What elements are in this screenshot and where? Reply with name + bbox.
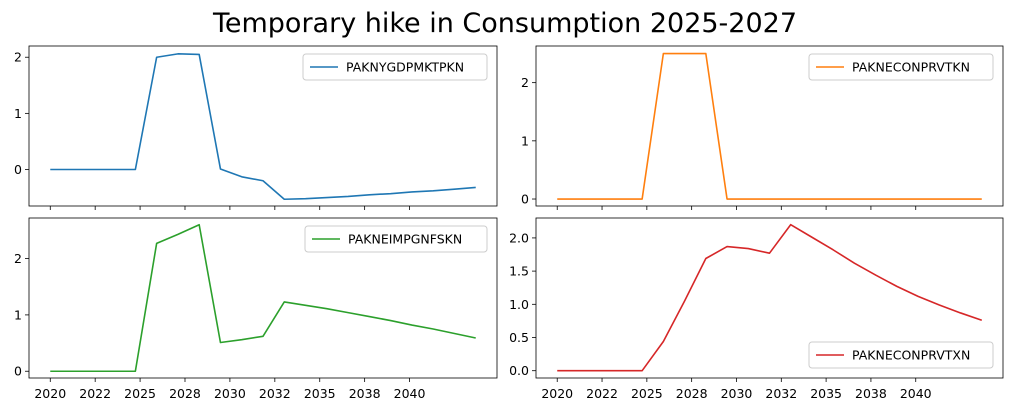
series-line — [557, 223, 983, 372]
legend: PAKNYGDPMKTPKN — [302, 53, 488, 81]
series-line — [50, 223, 476, 373]
y-tick-label: 2 — [14, 50, 22, 65]
x-tick-label: 2028 — [676, 386, 708, 401]
legend-label: PAKNEIMPGNFSKN — [348, 232, 462, 247]
y-tick-label: 0 — [521, 192, 529, 207]
x-tick-label: 2030 — [214, 386, 246, 401]
legend-box — [808, 341, 994, 369]
x-tick-label: 2032 — [765, 386, 797, 401]
axes-frame — [28, 217, 498, 379]
x-tick-label: 2020 — [34, 386, 66, 401]
x-tick-label: 2035 — [304, 386, 336, 401]
legend-box — [808, 53, 994, 81]
panel-consumption-xn: 2020 2022 2025 2028 2030 2032 2035 2038 2040 0.0 0… — [509, 217, 1004, 401]
legend-box — [304, 225, 488, 253]
x-tick-label: 2032 — [259, 386, 291, 401]
x-tick-label: 2025 — [631, 386, 663, 401]
y-tick-label: 0 — [14, 364, 22, 379]
panel-consumption: 0 1 2 PAKNECONPRVTKN — [521, 45, 1004, 210]
x-tick-label: 2025 — [124, 386, 156, 401]
y-tick-label: 0.5 — [509, 330, 529, 345]
y-tick-label: 1 — [521, 133, 529, 148]
y-tick-label: 0.0 — [509, 363, 529, 378]
y-tick-label: 1.5 — [509, 264, 529, 279]
x-tick-label: 2040 — [900, 386, 932, 401]
y-tick-label: 1.0 — [509, 297, 529, 312]
figure-title: Temporary hike in Consumption 2025-2027 — [212, 8, 797, 39]
x-tick-label: 2020 — [541, 386, 573, 401]
y-tick-label: 2.0 — [509, 230, 529, 245]
x-tick-label: 2022 — [586, 386, 618, 401]
axes-frame — [535, 45, 1004, 207]
series-line — [50, 53, 476, 201]
legend: PAKNEIMPGNFSKN — [304, 225, 488, 253]
x-tick-label: 2030 — [721, 386, 753, 401]
legend-box — [302, 53, 488, 81]
y-tick-label: 2 — [521, 75, 529, 90]
legend-label: PAKNECONPRVTXN — [852, 348, 970, 363]
axes-frame — [28, 45, 498, 207]
panel-imports: 2020 2022 2025 2028 2030 2032 2035 2038 2040 0 1 2 P… — [14, 217, 498, 401]
y-tick-label: 2 — [14, 251, 22, 266]
x-tick-label: 2028 — [169, 386, 201, 401]
x-tick-label: 2035 — [810, 386, 842, 401]
y-tick-label: 1 — [14, 106, 22, 121]
legend: PAKNECONPRVTKN — [808, 53, 994, 81]
legend-label: PAKNECONPRVTKN — [852, 60, 970, 75]
x-tick-label: 2040 — [394, 386, 426, 401]
y-tick-label: 1 — [14, 307, 22, 322]
legend: PAKNECONPRVTXN — [808, 341, 994, 369]
legend-label: PAKNYGDPMKTPKN — [346, 60, 464, 75]
panel-gdp: 0 1 2 PAKNYGDPMKTPKN — [14, 45, 498, 210]
x-tick-label: 2022 — [79, 386, 111, 401]
y-tick-label: 0 — [14, 162, 22, 177]
series-line — [557, 52, 982, 200]
x-tick-label: 2038 — [349, 386, 381, 401]
axes-frame — [535, 217, 1004, 379]
x-tick-label: 2038 — [855, 386, 887, 401]
